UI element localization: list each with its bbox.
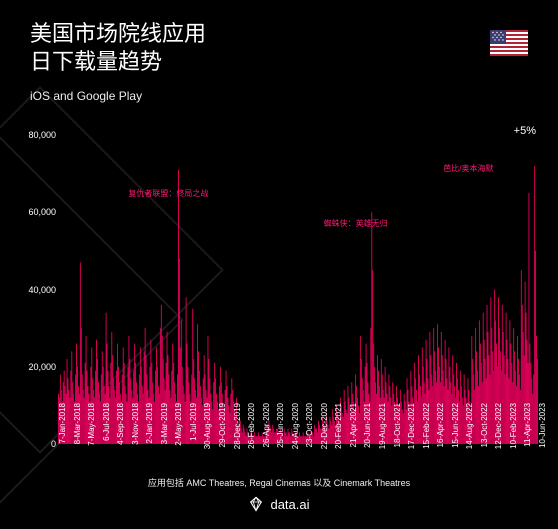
- x-tick: 19-Aug-2021: [378, 403, 387, 449]
- x-tick: 14-Aug-2022: [465, 403, 474, 449]
- diamond-icon: [248, 496, 264, 512]
- chart-subtitle: iOS and Google Play: [30, 89, 528, 103]
- x-tick: 4-Sep-2018: [116, 403, 125, 445]
- y-tick: 0: [12, 439, 56, 449]
- x-tick: 20-Feb-2021: [334, 403, 343, 449]
- x-tick: 24-Aug-2020: [291, 403, 300, 449]
- x-tick: 20-Jun-2021: [363, 403, 372, 448]
- title-line1: 美国市场院线应用: [30, 21, 206, 46]
- x-tick: 15-Feb-2022: [422, 403, 431, 449]
- x-tick: 28-Dec-2019: [233, 403, 242, 449]
- logo-text: data.ai: [270, 497, 309, 512]
- chart-title: 美国市场院线应用 日下载量趋势: [30, 20, 528, 75]
- chart-bars: [58, 135, 538, 444]
- us-flag-icon: [490, 30, 528, 56]
- x-tick: 3-Nov-2018: [131, 403, 140, 445]
- x-tick: 21-Apr-2021: [349, 403, 358, 447]
- y-axis: 020,00040,00060,00080,000: [12, 135, 56, 444]
- x-tick: 15-Jun-2022: [451, 403, 460, 448]
- x-tick: 23-Oct-2020: [305, 403, 314, 447]
- x-tick: 26-Apr-2020: [262, 403, 271, 447]
- brand-logo: data.ai: [0, 496, 558, 517]
- x-tick: 7-May-2018: [87, 403, 96, 446]
- footnote: 应用包括 AMC Theatres, Regal Cinemas 以及 Cine…: [0, 476, 558, 489]
- chart-plot-area: +5% 复仇者联盟：终局之战蜘蛛侠：英雄无归芭比/奥本海默: [58, 135, 538, 444]
- x-tick: 12-Dec-2022: [494, 403, 503, 449]
- annotation-label: 蜘蛛侠：英雄无归: [324, 218, 388, 229]
- x-tick: 1-Jul-2019: [189, 403, 198, 441]
- y-tick: 20,000: [12, 362, 56, 372]
- x-tick: 2-Jan-2019: [145, 403, 154, 443]
- x-tick: 11-Apr-2023: [523, 403, 532, 447]
- x-tick: 3-Mar-2019: [160, 403, 169, 444]
- x-tick: 8-Mar-2018: [73, 403, 82, 444]
- x-tick: 17-Dec-2021: [407, 403, 416, 449]
- annotation-label: 复仇者联盟：终局之战: [128, 188, 208, 199]
- x-tick: 13-Oct-2022: [480, 403, 489, 447]
- percent-change-badge: +5%: [514, 125, 536, 137]
- x-tick: 22-Dec-2020: [320, 403, 329, 449]
- y-tick: 80,000: [12, 130, 56, 140]
- y-tick: 40,000: [12, 285, 56, 295]
- x-tick: 7-Jan-2018: [58, 403, 67, 443]
- x-tick: 16-Apr-2022: [436, 403, 445, 447]
- x-tick: 10-Jun-2023: [538, 403, 547, 448]
- header: 美国市场院线应用 日下载量趋势 iOS and Google Play: [30, 20, 528, 103]
- x-tick: 10-Feb-2023: [509, 403, 518, 449]
- x-tick: 18-Oct-2021: [393, 403, 402, 447]
- x-tick: 6-Jul-2018: [102, 403, 111, 441]
- x-tick: 26-Feb-2020: [247, 403, 256, 449]
- x-tick: 2-May-2019: [174, 403, 183, 446]
- x-tick: 25-Jun-2020: [276, 403, 285, 448]
- x-tick: 29-Oct-2019: [218, 403, 227, 447]
- x-axis: 7-Jan-2018 8-Mar-2018 7-May-2018 6-Jul-2018…: [58, 403, 538, 471]
- title-line2: 日下载量趋势: [30, 49, 162, 74]
- x-tick: 30-Aug-2019: [203, 403, 212, 449]
- y-tick: 60,000: [12, 207, 56, 217]
- annotation-label: 芭比/奥本海默: [443, 163, 493, 174]
